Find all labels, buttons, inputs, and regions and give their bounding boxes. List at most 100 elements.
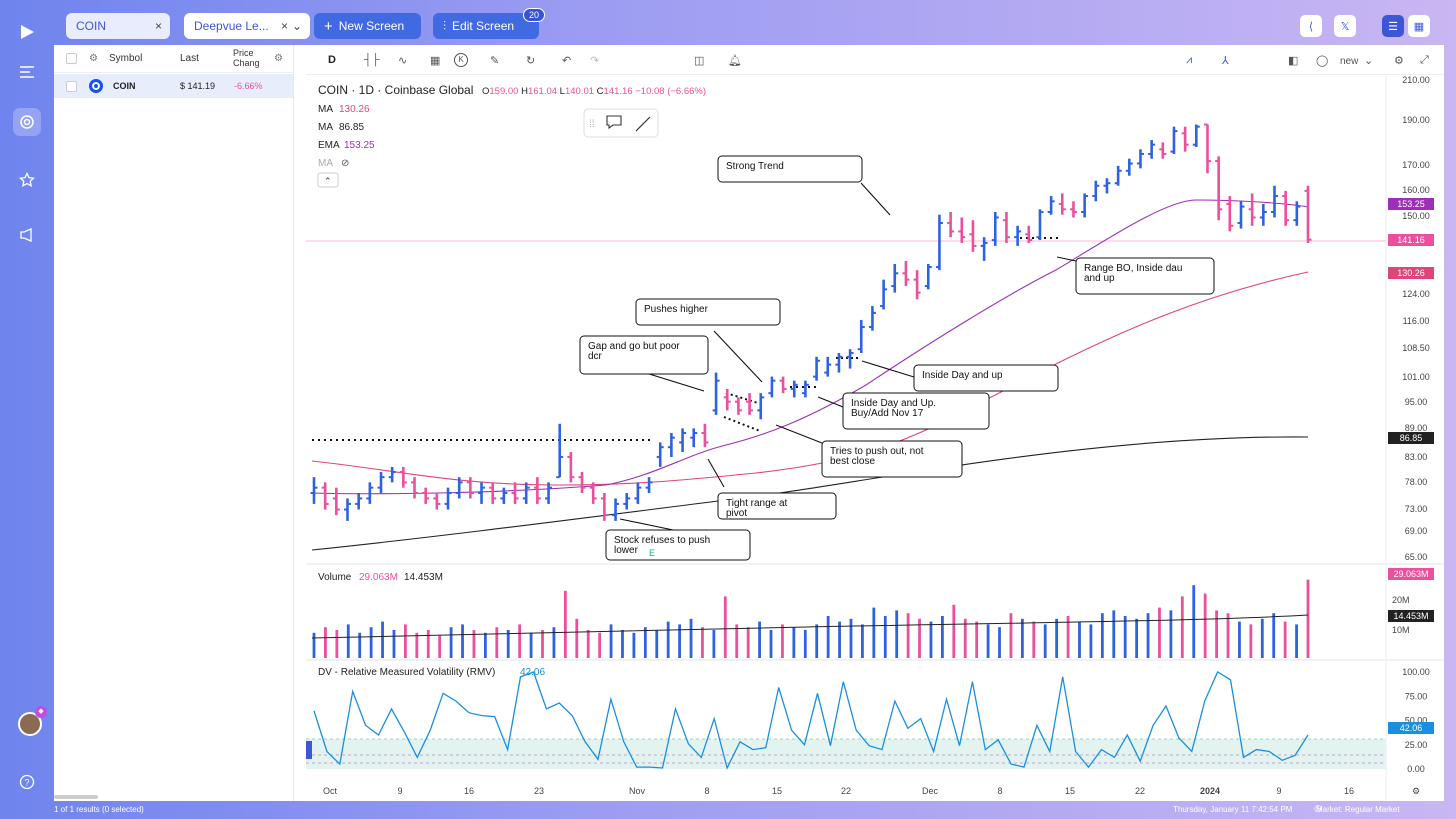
help-icon[interactable]: ? [13,768,41,796]
settings-icon[interactable]: ⚙ [89,53,98,64]
volume-bar [575,618,579,658]
volume-bar [358,632,362,658]
volume-bar [1169,610,1173,658]
volume-bar [1055,618,1059,658]
fullscreen-icon[interactable]: ⤢ [1420,54,1429,66]
annotation-callout[interactable]: Inside Day and up [913,364,1059,392]
chevron-down-icon[interactable]: ⌄ [291,19,302,33]
volume-tag [1388,568,1434,580]
annotation-text: Tries to push out, not [830,446,924,457]
volume-bar [598,632,602,658]
row-checkbox[interactable] [66,80,77,92]
annotation-callout[interactable]: Inside Day and Up.Buy/Add Nov 17 [842,392,990,430]
layout-grid-icon[interactable]: ▦ [430,55,441,67]
hidden-eye-icon[interactable]: ⊘ [341,158,349,169]
chart-area[interactable]: Strong Trend Range BO, Inside dau and up Pu… [306,75,1444,801]
compare-icon[interactable]: ⅄ [1222,55,1229,67]
edit-screen-badge: 20 [522,8,545,22]
grid-view-icon[interactable]: ▦ [1408,15,1430,37]
watchlist-row-coin[interactable]: COIN $ 141.19 -6.66% [54,74,293,98]
refresh-icon[interactable]: ↻ [526,55,536,67]
redo-icon[interactable]: ↷ [590,55,600,67]
template-icon[interactable]: ◧ [1288,55,1299,67]
new-screen-button[interactable]: + New Screen [314,13,421,39]
volume-bar [838,621,841,658]
k-icon[interactable]: K [454,53,468,67]
megaphone-icon[interactable] [13,222,41,250]
logo-icon[interactable] [13,18,41,46]
indicators-icon[interactable]: ∿ [398,55,408,67]
undo-icon[interactable]: ↶ [562,55,572,67]
ohlc-bar [1036,209,1044,241]
select-all-checkbox[interactable] [66,53,77,64]
volume-bar [746,627,750,658]
annotation-callout[interactable]: Pushes higher [635,298,781,326]
column-settings-icon[interactable]: ⚙ [274,53,283,64]
annotation-text: Tight range at [726,498,788,509]
volume-bar [472,630,476,658]
ohlc-bar [924,263,932,290]
drag-handle-icon[interactable]: ⁞⁞ [589,119,595,130]
folder-icon[interactable]: ◯ [1316,55,1329,67]
price-tag-label: 141.16 [1397,235,1425,245]
horizontal-scrollbar[interactable] [54,795,98,799]
volume-bar [404,624,407,658]
column-symbol[interactable]: Symbol [109,53,143,64]
line-chart-icon[interactable]: ⩘ [1186,54,1193,66]
close-icon[interactable]: × [280,19,288,33]
volume-bar [529,632,533,658]
ohlc-bar [1203,123,1211,174]
earnings-marker[interactable]: E [649,548,655,558]
chevron-down-icon[interactable]: ⌄ [1364,55,1374,67]
callout-tool-icon[interactable] [606,115,622,130]
layout-name[interactable]: new [1340,56,1359,67]
star-icon[interactable] [13,166,41,194]
price-tag [1388,267,1434,279]
pane-expand-handle[interactable] [306,741,312,759]
volume-bar [1215,610,1218,658]
ohlc-bar [578,472,586,494]
edit-screen-button[interactable]: ⫶ Edit Screen 20 [433,8,545,39]
x-social-icon[interactable]: 𝕏 [1334,15,1356,37]
camera-icon[interactable]: ◫ [694,55,705,67]
menu-icon[interactable] [13,58,41,86]
market-status: Market: Regular Market [1316,805,1400,814]
ohlc-bar [734,397,742,415]
bar-type-icon[interactable]: ┤├ [364,54,380,66]
draw-icon[interactable]: ✎ [490,55,500,67]
tab-coin[interactable]: COIN × [66,13,170,39]
list-view-icon[interactable]: ☰ [1382,15,1404,37]
trendline-tool-icon[interactable] [635,116,651,132]
volume-bar [621,630,624,658]
settings-icon[interactable]: ⚙ [1394,55,1404,67]
target-icon[interactable] [13,108,41,136]
collapse-legend-button[interactable] [317,172,339,188]
annotation-callout[interactable]: Strong Trend [717,155,863,183]
time-tick-label: 22 [1135,786,1145,796]
ohlc-bar [958,217,966,243]
close-icon[interactable]: × [154,19,162,33]
volume-bar [346,624,350,658]
price-tick-label: 190.00 [1402,115,1430,125]
volume-bar [1078,621,1081,658]
chevron-up-icon[interactable]: ⌃ [324,176,332,186]
ohlc-bar [545,482,553,504]
volume-bar [461,624,464,658]
alert-bell-icon[interactable]: 🔔︎ [728,55,742,67]
share-icon[interactable]: ⟨ [1300,15,1322,37]
interval-button[interactable]: D [328,54,336,66]
axes: 210.00190.00170.00160.00150.00124.00116.… [323,75,1434,796]
settings-icon[interactable]: ⚙ [1412,786,1420,796]
column-price-change[interactable]: Price Chang [233,48,260,68]
column-last[interactable]: Last [180,53,199,64]
tab-deepvue[interactable]: Deepvue Le... × ⌄ [184,13,310,39]
ohlc-bar [612,498,620,521]
time-tick-label: 9 [1276,786,1281,796]
